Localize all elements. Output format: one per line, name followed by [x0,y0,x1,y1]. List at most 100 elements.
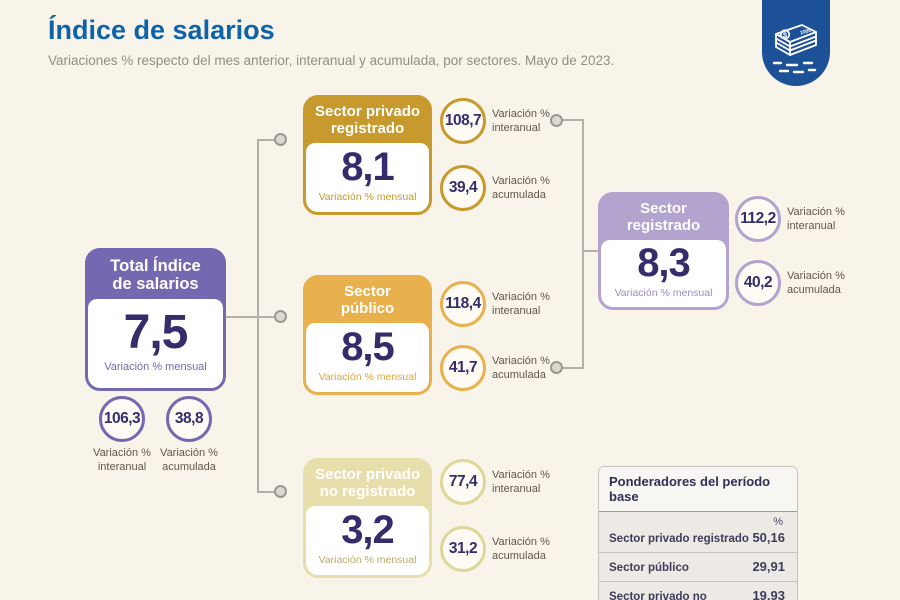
monthly-label: Variación % mensual [104,361,207,374]
card-title-line: no registrado [319,482,416,500]
card-title: Sector registrado [601,195,726,249]
accumulated-label: Variación % acumulada [151,446,227,475]
connector-node [274,310,287,323]
label-line: Variación % [492,469,550,481]
table-row-value: 50,16 [752,530,785,545]
monthly-label: Variación % mensual [614,287,713,300]
label-line: acumulada [787,284,841,297]
label-line: interanual [492,122,541,135]
table-percent-header: % [773,516,783,528]
label-line: Variación % [492,536,550,548]
interannual-label: Variación % interanual [787,205,845,234]
connector-line-bottom-stub [259,491,275,493]
card-title-line: público [340,299,395,317]
card-body: 8,3 Variación % mensual [601,239,726,307]
card-body: 8,1 Variación % mensual [306,142,429,212]
card-title-line: Sector [640,200,687,217]
card-sector-privado-registrado: Sector privado registrado 8,1 Variación … [303,95,432,215]
svg-text:$: $ [783,30,788,39]
accumulated-circle: 31,2 [440,526,486,572]
label-line: Variación % [492,175,550,187]
accumulated-circle-total: 38,8 [166,396,212,442]
table-row-label: Sector público [609,562,689,574]
label-line: acumulada [492,369,546,382]
table-row-label: Sector privado registrado [609,533,749,545]
accumulated-label: Variación % acumulada [492,535,550,564]
card-title-line: Sector privado [314,103,421,120]
label-line: interanual [787,220,836,233]
card-body: 3,2 Variación % mensual [306,505,429,575]
label-line: acumulada [492,189,546,202]
card-title: Sector público [306,278,429,332]
interannual-label: Variación % interanual [492,290,550,319]
table-row-label: Sector privado no registrado [609,591,707,600]
connector-line-right-mid [584,250,598,252]
accumulated-circle: 40,2 [735,260,781,306]
monthly-value: 8,5 [341,325,395,370]
label-line: Variación % [492,355,550,367]
card-title-line: de salarios [112,275,199,294]
money-badge: $ 1000 [762,0,830,86]
connector-line-left-vertical [257,139,259,493]
card-body: 7,5 Variación % mensual [88,298,223,388]
monthly-value: 7,5 [123,306,189,360]
monthly-label: Variación % mensual [318,554,417,567]
connector-line-right-vertical [582,119,584,369]
card-title: Sector privado no registrado [306,461,429,515]
card-title-line: Sector privado [314,466,421,483]
card-total-indice: Total Índice de salarios 7,5 Variación %… [85,248,226,391]
table-row-value: 19,93 [752,588,785,600]
interannual-label: Variación % interanual [492,468,550,497]
monthly-label: Variación % mensual [318,191,417,204]
label-line: interanual [492,483,541,496]
label-line: acumulada [162,461,216,474]
page-title: Índice de salarios [48,15,275,45]
interannual-circle-total: 106,3 [99,396,145,442]
connector-node [274,485,287,498]
label-line: interanual [97,461,147,474]
table-row: Sector privado no registrado 19,93 [599,581,797,600]
label-line: Variación % [492,291,550,303]
card-sector-registrado: Sector registrado 8,3 Variación % mensua… [598,192,729,310]
money-stack-icon: $ 1000 [772,24,817,74]
monthly-label: Variación % mensual [318,371,417,384]
label-line: acumulada [492,550,546,563]
connector-line-right-top [560,119,584,121]
table-row: Sector privado registrado 50,16 [599,528,797,552]
monthly-value: 3,2 [341,508,395,553]
card-title: Total Índice de salarios [88,251,223,308]
card-title: Sector privado registrado [306,98,429,152]
table-row-value: 29,91 [752,559,785,574]
card-title-line: Total Índice [110,257,201,275]
interannual-circle: 112,2 [735,196,781,242]
connector-line-total [226,316,274,318]
table-title: Ponderadores del período base [599,467,797,512]
card-body: 8,5 Variación % mensual [306,322,429,392]
card-sector-publico: Sector público 8,5 Variación % mensual [303,275,432,395]
accumulated-label: Variación % acumulada [492,174,550,203]
connector-node [550,361,563,374]
accumulated-circle: 39,4 [440,165,486,211]
label-line: Variación % [160,447,218,459]
label-line: Variación % [492,108,550,120]
interannual-circle: 118,4 [440,281,486,327]
interannual-circle: 108,7 [440,98,486,144]
accumulated-circle: 41,7 [440,345,486,391]
card-title-line: registrado [330,119,405,137]
interannual-circle: 77,4 [440,459,486,505]
card-title-line: registrado [626,216,701,234]
page-subtitle: Variaciones % respecto del mes anterior,… [48,53,615,68]
monthly-value: 8,3 [637,241,691,286]
accumulated-label: Variación % acumulada [787,269,845,298]
ponderadores-table: Ponderadores del período base % Sector p… [598,466,798,600]
label-line: Variación % [787,270,845,282]
svg-text:1000: 1000 [799,28,812,37]
label-line: interanual [492,305,541,318]
interannual-label: Variación % interanual [492,107,550,136]
monthly-value: 8,1 [341,145,395,190]
connector-line-top-stub [259,139,275,141]
connector-node [274,133,287,146]
label-line: Variación % [93,447,151,459]
card-sector-privado-no-registrado: Sector privado no registrado 3,2 Variaci… [303,458,432,578]
connector-node [550,114,563,127]
